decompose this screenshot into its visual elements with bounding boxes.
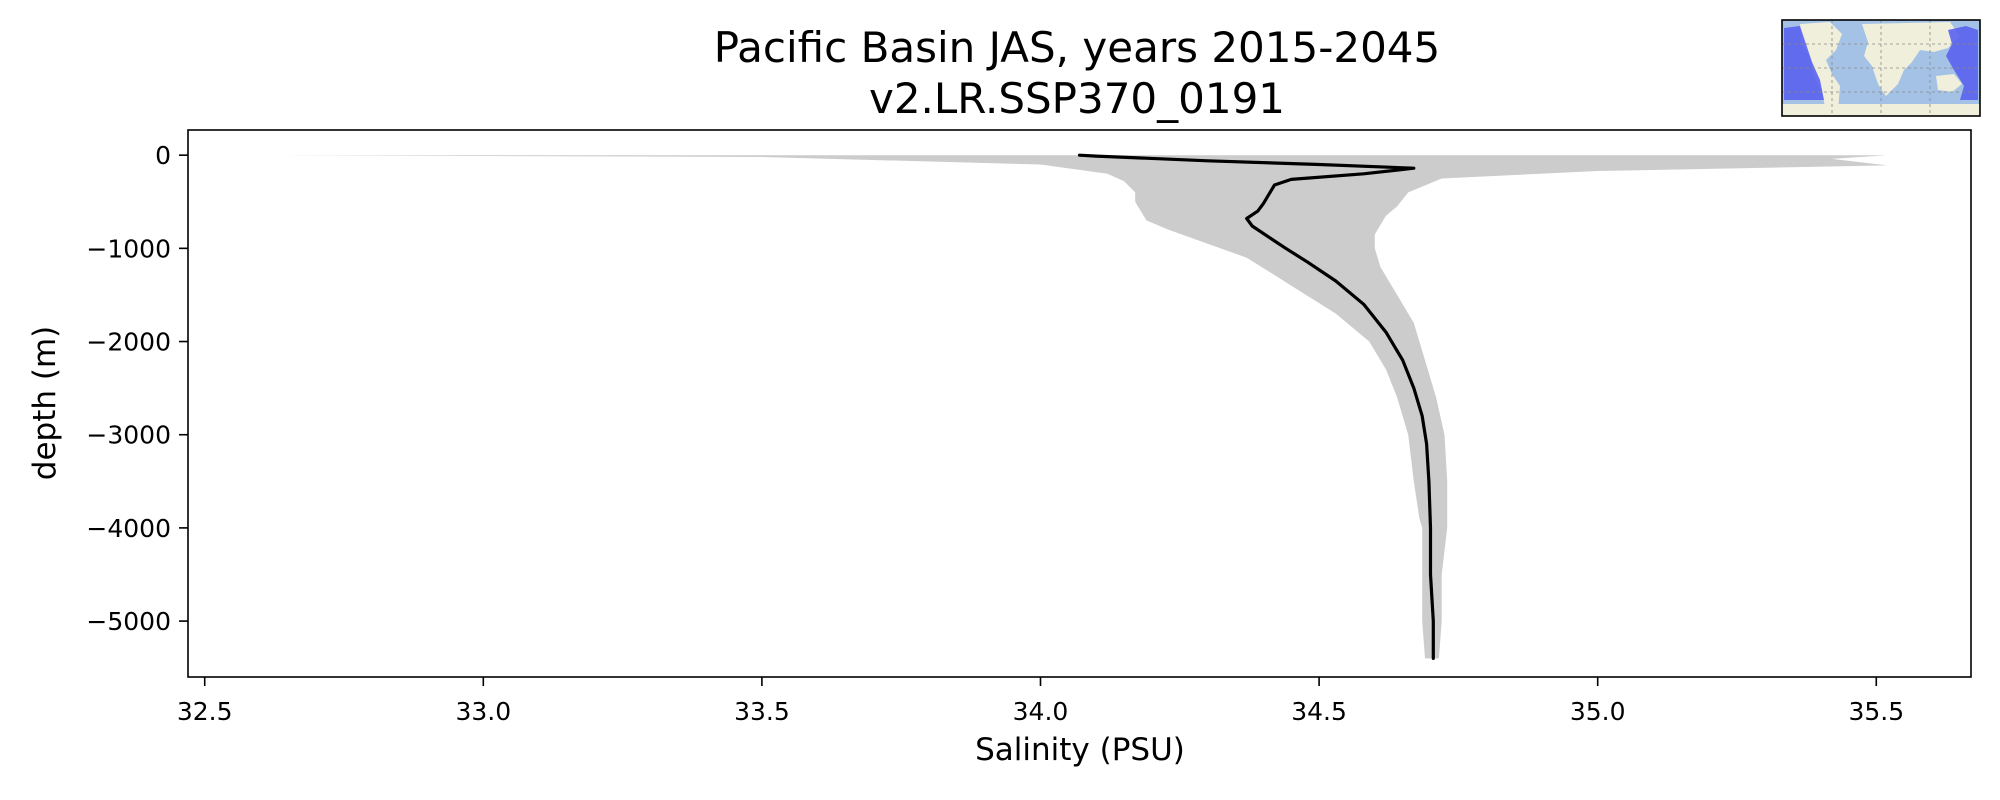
y-tick-label: −2000	[86, 328, 171, 357]
inset-map-gridlines	[1782, 20, 1980, 116]
y-axis-ticks: 0 −1000 −2000 −3000 −4000 −5000	[86, 141, 188, 636]
inset-map-frame	[1781, 19, 1981, 117]
salinity-mean-line-layer	[1077, 153, 1435, 661]
y-tick-label: −5000	[86, 607, 171, 636]
inset-map-land-australia	[1936, 74, 1962, 92]
x-tick-label: 34.5	[1291, 697, 1347, 726]
plot-frame	[187, 129, 1972, 678]
y-tick-label: −1000	[86, 234, 171, 263]
x-tick-label: 35.0	[1570, 697, 1626, 726]
y-tick-label: −4000	[86, 514, 171, 543]
x-tick-label: 33.0	[455, 697, 511, 726]
x-axis-ticks: 32.5 33.0 33.5 34.0 34.5 35.0 35.5	[177, 677, 1904, 726]
inset-map-pacific-region-east	[1946, 26, 1978, 100]
x-tick-label: 32.5	[177, 697, 233, 726]
y-tick-label: 0	[155, 141, 171, 170]
y-axis-label: depth (m)	[27, 326, 63, 480]
inset-map-land-americas	[1800, 22, 1842, 112]
inset-map-pacific-region-west	[1784, 26, 1824, 100]
salinity-mean-line	[1077, 153, 1435, 661]
inset-map-land-eurasia-africa	[1862, 22, 1960, 96]
region-map-inset	[1781, 19, 1981, 117]
salinity-range-band-layer	[271, 155, 1888, 659]
x-tick-label: 34.0	[1013, 697, 1069, 726]
x-axis-label: Salinity (PSU)	[975, 732, 1185, 768]
chart-subtitle: v2.LR.SSP370_0191	[869, 74, 1285, 123]
chart-title: Pacific Basin JAS, years 2015-2045	[714, 23, 1441, 72]
x-tick-label: 35.5	[1848, 697, 1904, 726]
y-tick-label: −3000	[86, 421, 171, 450]
x-tick-label: 33.5	[734, 697, 790, 726]
salinity-range-band	[271, 155, 1888, 659]
